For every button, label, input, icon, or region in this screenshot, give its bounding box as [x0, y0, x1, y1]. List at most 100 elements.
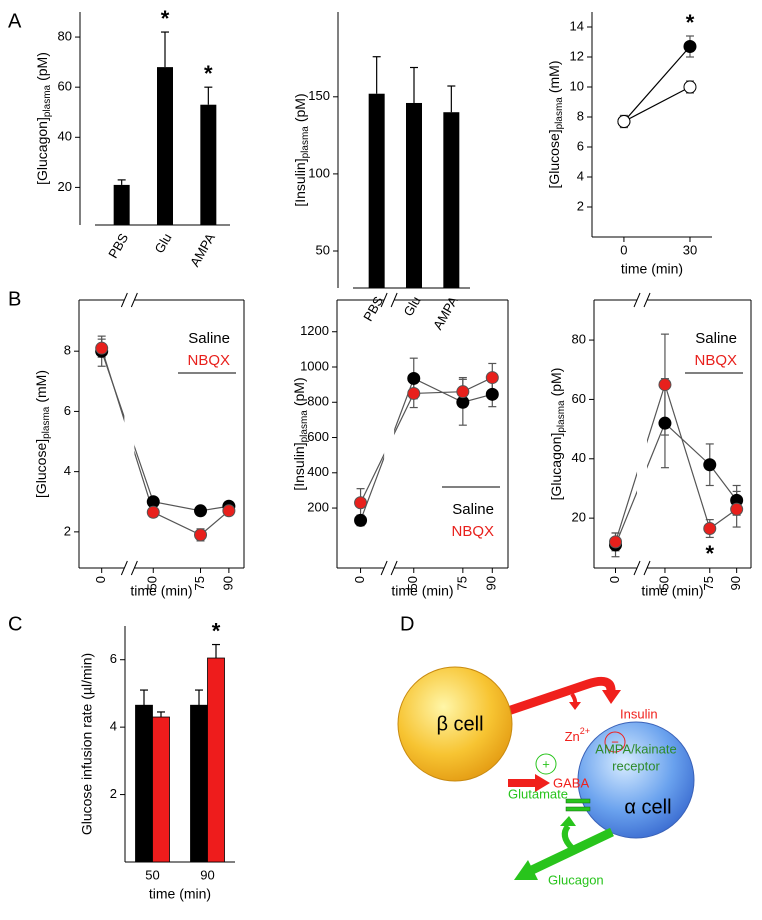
y-label-unit: (pM)	[34, 52, 50, 81]
zn-label: Zn2+	[565, 726, 590, 744]
x-tick-label: 0	[607, 576, 622, 583]
x-tick-label: 30	[683, 242, 697, 257]
y-label-main: [Glucose]	[33, 439, 49, 498]
y-label-main: [Glucose]	[546, 129, 562, 188]
receptor-mark	[565, 798, 591, 804]
panel-letter: C	[8, 613, 22, 635]
y-label-sub: plasma	[554, 97, 565, 130]
y-axis-label: [Insulin]plasma (pM)	[292, 93, 311, 206]
x-tick-label: 75	[701, 576, 716, 590]
alpha-cell	[577, 721, 695, 839]
axis-break-mark	[120, 560, 128, 576]
receptor-mark	[565, 806, 591, 812]
x-axis-label: time (min)	[130, 583, 192, 599]
significance-mark: *	[212, 618, 221, 643]
alpha-label: α cell	[624, 796, 671, 818]
y-tick-label: 40	[572, 450, 586, 465]
x-axis-label: time (min)	[149, 886, 211, 902]
y-axis-label: [Glucagon]plasma (pM)	[34, 52, 53, 185]
data-point	[485, 371, 499, 385]
y-tick-label: 20	[572, 510, 586, 525]
axis-break-mark	[643, 560, 651, 576]
data-point	[683, 80, 697, 94]
glutamate-arrow	[561, 824, 575, 851]
y-tick-label: 4	[64, 463, 71, 478]
panel-letter: B	[8, 288, 21, 310]
x-axis-label: time (min)	[391, 583, 453, 599]
plus-circle	[535, 753, 557, 775]
diagram: β cell α cell Insulin Zn2+ − GABA AMPA/k…	[397, 666, 695, 887]
y-tick-label: 80	[572, 332, 586, 347]
y-tick-label: 2	[64, 523, 71, 538]
axis-break-mark	[643, 292, 651, 308]
panel-letter: D	[400, 613, 414, 635]
y-label-main: [Glucagon]	[548, 433, 564, 501]
plus-sign: +	[542, 756, 550, 771]
glucagon-arrow	[530, 827, 614, 875]
arrow-head	[602, 690, 621, 704]
arrow-head	[560, 816, 576, 826]
y-tick-label: 6	[577, 138, 584, 153]
x-axis-label: time (min)	[621, 261, 683, 277]
y-tick-label: 800	[307, 394, 329, 409]
significance-mark: *	[161, 6, 170, 31]
y-tick-label: 80	[58, 28, 72, 43]
x-tick-label: 90	[200, 867, 214, 882]
data-point	[407, 386, 421, 400]
x-tick-label: PBS	[360, 293, 386, 323]
bar	[157, 67, 173, 225]
y-tick-label: 12	[570, 48, 584, 63]
data-line	[614, 382, 738, 543]
data-point	[95, 341, 109, 355]
data-point	[354, 513, 368, 527]
bar	[200, 104, 217, 225]
legend-label: Saline	[695, 330, 737, 347]
data-point	[617, 115, 631, 128]
y-axis-label: [Insulin]plasma (pM)	[291, 377, 310, 490]
y-tick-label: 200	[307, 499, 329, 514]
insulin-arrow	[503, 676, 616, 717]
y-axis-label: Glucose infusion rate (µl/min)	[79, 653, 95, 835]
beta-label: β cell	[436, 713, 483, 735]
x-tick-label: 50	[656, 576, 671, 590]
x-tick-label: AMPA	[430, 293, 461, 332]
data-point	[730, 502, 744, 516]
y-label-sub: plasma	[300, 126, 311, 159]
data-point	[609, 535, 623, 549]
y-tick-label: 2	[110, 786, 117, 801]
axis-break-mark	[390, 292, 398, 308]
y-label-sub: plasma	[41, 406, 52, 439]
axis-break-mark	[120, 292, 128, 308]
legend-label: NBQX	[187, 352, 230, 369]
axis-break-mark	[380, 560, 388, 576]
data-point	[407, 371, 421, 385]
data-line	[101, 348, 230, 536]
y-label-sub: plasma	[42, 84, 53, 117]
bar	[190, 704, 208, 863]
y-tick-label: 8	[64, 343, 71, 358]
y-label-main: [Insulin]	[291, 442, 307, 490]
y-axis-label: [Glucose]plasma (mM)	[546, 60, 565, 188]
y-label-unit: (mM)	[546, 60, 562, 93]
y-label-main: [Insulin]	[292, 158, 308, 206]
x-tick-label: Glu	[151, 231, 174, 256]
glutamate-label: Glutamate	[508, 786, 568, 801]
y-label-unit: (mM)	[33, 370, 49, 403]
data-point	[194, 528, 208, 542]
y-tick-label: 50	[316, 242, 330, 257]
x-tick-label: 0	[352, 576, 367, 583]
data-point	[703, 458, 717, 472]
axis-break-gap	[637, 298, 648, 570]
bar	[207, 657, 225, 863]
bar	[368, 93, 385, 288]
beta-cell	[397, 666, 513, 782]
bar	[443, 112, 460, 288]
bar	[152, 716, 170, 863]
data-point	[354, 496, 368, 510]
axis-break-mark	[390, 560, 398, 576]
y-tick-label: 600	[307, 429, 329, 444]
y-label-unit: (pM)	[291, 377, 307, 406]
x-tick-label: AMPA	[187, 230, 218, 269]
legend-label: NBQX	[694, 352, 737, 369]
